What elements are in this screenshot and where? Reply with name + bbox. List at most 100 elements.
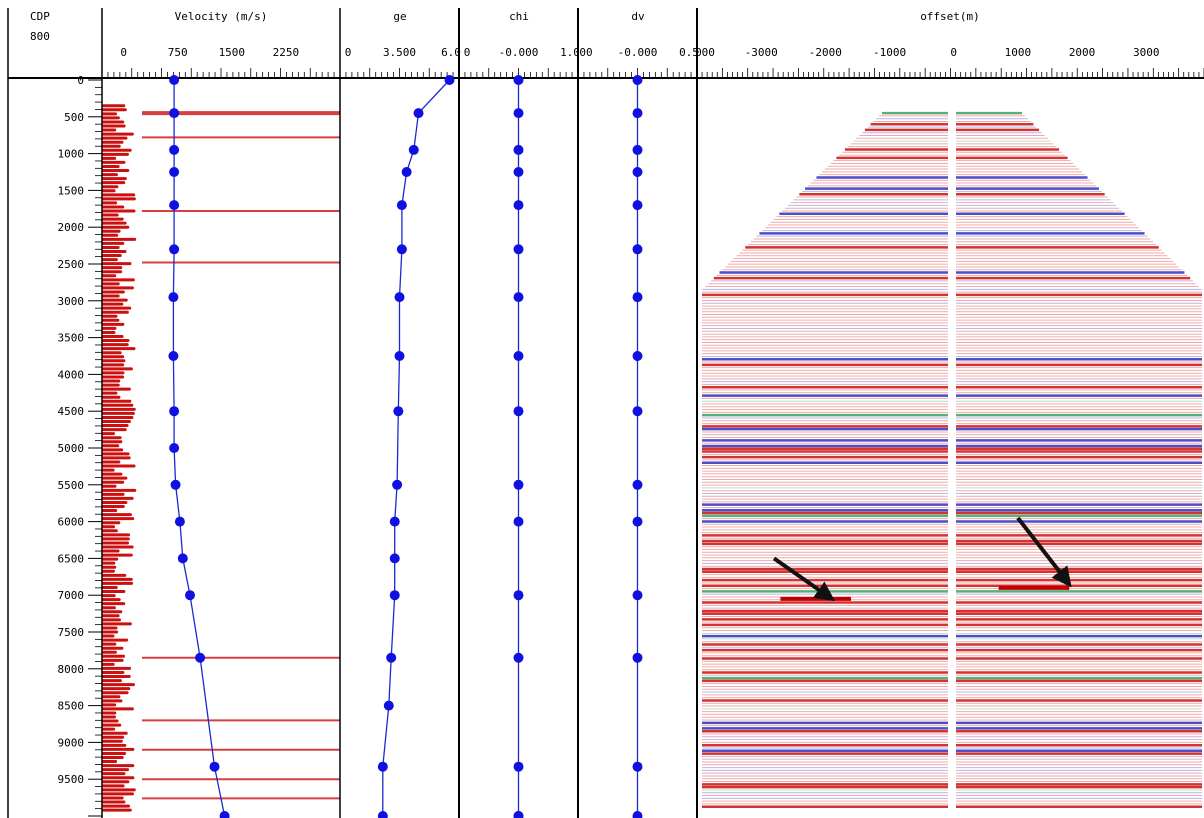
velocity-pick-point[interactable] — [184, 590, 195, 601]
velocity-pick-point[interactable] — [219, 811, 230, 818]
velocity-pick-point[interactable] — [169, 108, 180, 119]
depth-tick-label: 6500 — [58, 552, 85, 565]
dv-tick-label: -0.000 — [618, 46, 658, 59]
ge-pick-point[interactable] — [408, 144, 419, 155]
depth-tick-label: 7000 — [58, 589, 85, 602]
velocity-pick-point[interactable] — [169, 75, 180, 85]
arrow-right-annotation — [1016, 516, 1072, 588]
depth-tick-label: 5000 — [58, 442, 85, 455]
chi-pick-point[interactable] — [513, 144, 524, 155]
depth-tick-label: 500 — [64, 111, 84, 124]
ge-pick-point[interactable] — [413, 108, 424, 119]
chi-pick-point[interactable] — [513, 200, 524, 211]
ge-pick-point[interactable] — [401, 167, 412, 177]
dv-pick-point[interactable] — [632, 761, 643, 772]
ge-pick-point[interactable] — [389, 553, 400, 564]
gather-tick-label: 1000 — [1005, 46, 1032, 59]
chi-tick-label: 1.0 — [560, 46, 580, 59]
ge-pick-point[interactable] — [396, 244, 407, 255]
ge-pick-point[interactable] — [389, 516, 400, 527]
velocity-pick-point[interactable] — [169, 443, 180, 453]
dv-pick-point[interactable] — [632, 244, 643, 255]
ge-title: ge — [393, 10, 406, 23]
depth-tick-label: 1000 — [58, 148, 85, 161]
chi-pick-point[interactable] — [513, 406, 524, 417]
ge-pick-point[interactable] — [377, 811, 388, 818]
velocity-pick-point[interactable] — [170, 479, 181, 490]
depth-tick-label: 8500 — [58, 700, 85, 713]
dv-tick-label: 0.5 — [679, 46, 699, 59]
chi-pick-point[interactable] — [513, 761, 524, 772]
velocity-pick-point[interactable] — [168, 351, 179, 361]
depth-tick-label: 4500 — [58, 405, 85, 418]
depth-tick-label: 1500 — [58, 184, 85, 197]
offset-title: offset(m) — [920, 10, 980, 23]
velocity-tick-label: 750 — [168, 46, 188, 59]
chi-pick-point[interactable] — [513, 811, 524, 818]
dv-pick-point[interactable] — [632, 351, 643, 361]
chi-pick-point[interactable] — [513, 167, 524, 177]
dv-pick-point[interactable] — [632, 590, 643, 601]
axis-ticks: 0 500 1000 1500 2000 2500 3000 3500 4000 4500 5000… — [58, 46, 1204, 817]
arrow-left-annotation — [772, 556, 836, 602]
depth-tick-label: 6000 — [58, 516, 85, 529]
dv-pick-point[interactable] — [632, 292, 643, 303]
velocity-pick-point[interactable] — [177, 553, 188, 564]
ge-pick-point[interactable] — [394, 292, 405, 303]
dv-pick-point[interactable] — [632, 167, 643, 177]
chi-pick-point[interactable] — [513, 75, 524, 85]
gather-tick-label: 000 — [695, 46, 715, 59]
panel-frames — [7, 8, 1204, 818]
dv-pick-point[interactable] — [632, 406, 643, 417]
chi-pick-point[interactable] — [513, 292, 524, 303]
ge-pick-point[interactable] — [444, 75, 455, 85]
ge-pick-point[interactable] — [393, 406, 404, 417]
depth-tick-label: 2000 — [58, 221, 85, 234]
velocity-picked-line — [172, 80, 226, 817]
velocity-pick-point[interactable] — [169, 167, 180, 177]
chi-pick-point[interactable] — [513, 479, 524, 490]
ge-pick-point[interactable] — [386, 652, 397, 663]
ge-pick-point[interactable] — [383, 700, 394, 711]
dv-pick-point[interactable] — [632, 811, 643, 818]
depth-tick-label: 2500 — [58, 258, 85, 271]
ge-pick-point[interactable] — [394, 351, 405, 361]
ge-pick-point[interactable] — [377, 761, 388, 772]
dv-pick-point[interactable] — [632, 200, 643, 211]
velocity-pick-point[interactable] — [174, 516, 185, 527]
depth-tick-label: 3000 — [58, 295, 85, 308]
velocity-pick-point[interactable] — [209, 761, 220, 772]
velocity-pick-point[interactable] — [168, 292, 179, 303]
velocity-tick-label: 0 — [120, 46, 127, 59]
dv-pick-point[interactable] — [632, 144, 643, 155]
ge-tick-label: 6.0 — [441, 46, 461, 59]
velocity-pick-point[interactable] — [169, 200, 180, 211]
depth-tick-label: 7500 — [58, 626, 85, 639]
ge-pick-point[interactable] — [389, 590, 400, 601]
dv-pick-point[interactable] — [632, 479, 643, 490]
dv-pick-point[interactable] — [632, 652, 643, 663]
ge-tick-label: 3.500 — [383, 46, 416, 59]
chi-pick-point[interactable] — [513, 590, 524, 601]
velocity-pick-point[interactable] — [169, 244, 180, 255]
chi-pick-point[interactable] — [513, 108, 524, 119]
velocity-pick-point[interactable] — [169, 144, 180, 155]
gather-tick-label: -1000 — [873, 46, 906, 59]
dv-pick-point[interactable] — [632, 108, 643, 119]
chi-pick-point[interactable] — [513, 351, 524, 361]
chi-pick-point[interactable] — [513, 652, 524, 663]
velocity-pick-point[interactable] — [195, 652, 206, 663]
gather-tick-label: -3000 — [745, 46, 778, 59]
velocity-pick-point[interactable] — [169, 406, 180, 417]
chi-title: chi — [509, 10, 529, 23]
chi-pick-point[interactable] — [513, 516, 524, 527]
dv-pick-point[interactable] — [632, 75, 643, 85]
ge-pick-point[interactable] — [396, 200, 407, 211]
cdp-label: CDP — [30, 10, 50, 23]
chi-pick-point[interactable] — [513, 244, 524, 255]
dv-pick-point[interactable] — [632, 516, 643, 527]
depth-tick-label: 0 — [77, 74, 84, 87]
depth-tick-label: 5500 — [58, 479, 85, 492]
ge-pick-point[interactable] — [392, 479, 403, 490]
